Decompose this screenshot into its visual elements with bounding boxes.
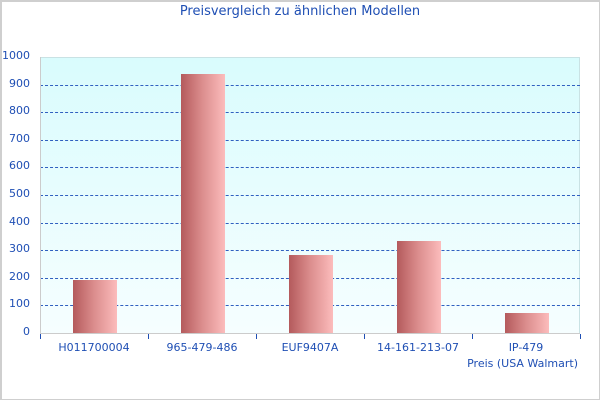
- gridline: [40, 222, 580, 224]
- x-tick-label: IP-479: [508, 341, 544, 354]
- gridline: [40, 195, 580, 196]
- y-tick-label: 200: [9, 269, 30, 283]
- x-tick-label: 965-479-486: [166, 341, 238, 354]
- gridline: [40, 84, 580, 86]
- y-tick-label: 500: [9, 187, 30, 200]
- y-tick-label: 600: [9, 159, 30, 173]
- gridline: [40, 250, 580, 252]
- y-axis: [40, 57, 41, 334]
- y-tick-label: 0: [23, 325, 30, 338]
- x-tick-label: EUF9407A: [281, 341, 339, 354]
- x-tick-mark: [256, 334, 257, 339]
- y-tick-label: 400: [9, 214, 30, 228]
- bar[interactable]: [289, 254, 333, 333]
- gridline: [40, 167, 580, 169]
- x-tick-mark: [148, 334, 149, 339]
- y-tick-label: 1000: [2, 49, 30, 62]
- gridline: [40, 139, 580, 141]
- y-tick-label: 300: [9, 242, 30, 256]
- y-tick-label: 100: [9, 297, 30, 311]
- y-tick-label: 900: [9, 76, 30, 90]
- y-tick-label: 700: [9, 131, 30, 145]
- chart-title: Preisvergleich zu ähnlichen Modellen: [179, 4, 421, 19]
- bar[interactable]: [397, 241, 441, 333]
- bar[interactable]: [505, 313, 549, 333]
- bar[interactable]: [73, 280, 117, 333]
- x-tick-label: H011700004: [58, 341, 130, 354]
- x-tick-mark: [40, 334, 41, 339]
- x-tick-label: 14-161-213-07: [377, 341, 459, 354]
- y-tick-label: 800: [9, 104, 30, 118]
- x-tick-mark: [364, 334, 365, 339]
- gridline: [40, 112, 580, 114]
- x-tick-mark: [580, 334, 581, 339]
- x-axis: [40, 333, 580, 334]
- bar[interactable]: [181, 74, 225, 333]
- x-axis-title: Preis (USA Walmart): [467, 357, 578, 370]
- x-tick-mark: [472, 334, 473, 339]
